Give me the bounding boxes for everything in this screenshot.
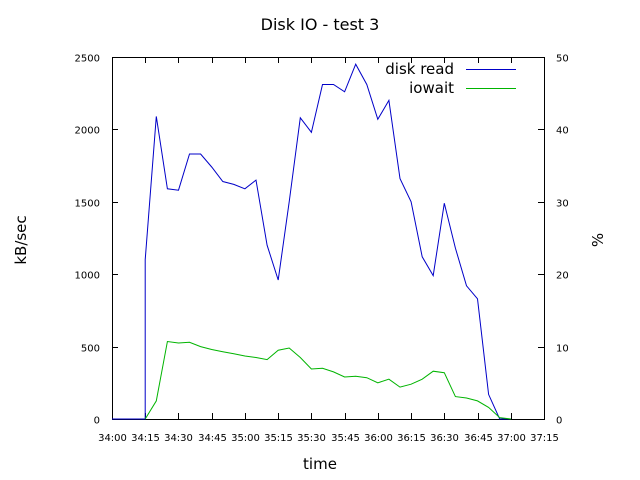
- plot-frame: [112, 57, 545, 420]
- x-tick-label: 35:15: [264, 433, 293, 444]
- x-tick-label: 35:45: [331, 433, 360, 444]
- x-tick-label: 34:00: [98, 433, 127, 444]
- x-axis-label: time: [303, 455, 337, 473]
- x-tick-label: 35:00: [231, 433, 260, 444]
- x-tick-label: 34:15: [131, 433, 160, 444]
- series-line-iowait: [144, 340, 511, 420]
- y2-tick-label: 0: [556, 416, 562, 427]
- x-tick-label: 37:15: [530, 433, 559, 444]
- x-tick-label: 37:00: [497, 433, 526, 444]
- y2-tick-label: 40: [556, 126, 569, 137]
- x-tick-label: 36:15: [397, 433, 426, 444]
- x-tick-label: 35:30: [297, 433, 326, 444]
- x-tick-label: 34:45: [198, 433, 227, 444]
- y2-tick-label: 30: [556, 199, 569, 210]
- y-tick-label: 2000: [75, 126, 100, 137]
- legend-label: iowait: [409, 79, 454, 97]
- y-tick-label: 0: [94, 416, 100, 427]
- y2-tick-label: 10: [556, 344, 569, 355]
- y-tick-label: 2500: [75, 54, 100, 65]
- series-line-disk-read: [112, 63, 511, 420]
- x-tick-label: 36:45: [464, 433, 493, 444]
- y2-tick-label: 50: [556, 54, 569, 65]
- y-tick-label: 500: [81, 344, 100, 355]
- y2-tick-label: 20: [556, 271, 569, 282]
- chart-title: Disk IO - test 3: [260, 15, 380, 34]
- x-tick-label: 36:00: [364, 433, 393, 444]
- y2-axis-label: %: [589, 232, 607, 248]
- x-tick-label: 36:30: [430, 433, 459, 444]
- y-tick-label: 1500: [75, 199, 100, 210]
- y-axis-label: kB/sec: [12, 215, 30, 265]
- x-tick-label: 34:30: [164, 433, 193, 444]
- y-tick-label: 1000: [75, 271, 100, 282]
- legend-label: disk read: [385, 60, 454, 78]
